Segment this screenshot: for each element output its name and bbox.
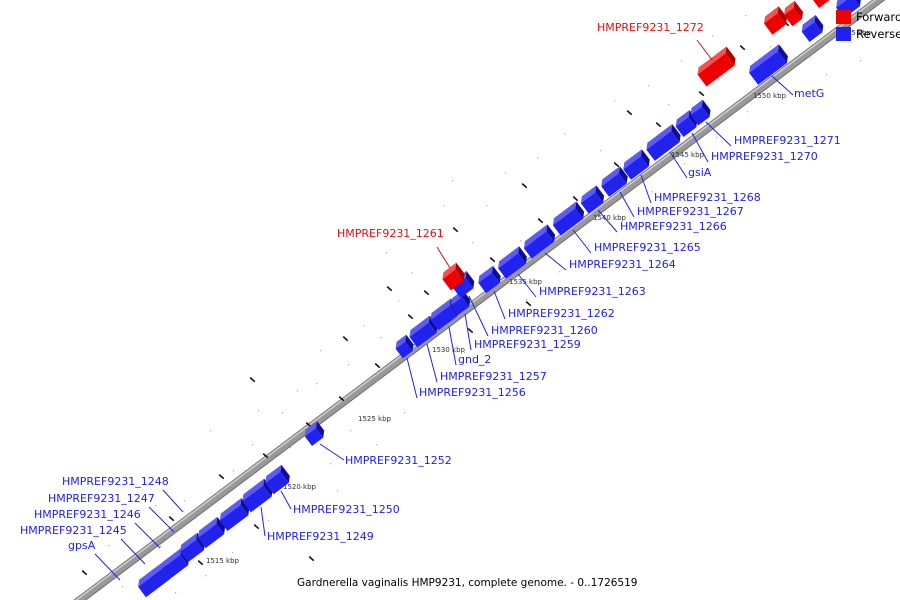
gene-box [646,124,681,161]
gene-label[interactable]: HMPREF9231_1272 [597,21,704,34]
strand-legend: Forward Reverse [836,8,900,42]
axis-tick-label: 1545 kbp [671,151,704,159]
gene-label[interactable]: gnd_2 [458,353,492,366]
gene-box [623,149,650,180]
genome-axis [73,0,886,600]
gene-features[interactable] [135,0,864,598]
gene-label[interactable]: HMPREF9231_1263 [539,285,646,298]
gene-label[interactable]: HMPREF9231_1245 [20,524,127,537]
axis-tick-label: 1525 kbp [358,415,391,423]
gene-label[interactable]: HMPREF9231_1266 [620,220,727,233]
gene-box [697,46,736,87]
legend-label-reverse: Reverse [856,26,900,41]
gene-box [442,262,465,291]
gene-label[interactable]: gpsA [68,539,96,552]
gene-label[interactable]: HMPREF9231_1261 [337,227,444,240]
gene-box [690,99,711,126]
axis-tick-label: 1550 kbp [753,92,786,100]
axis-tick-label: 1515 kbp [206,557,239,565]
gene-label[interactable]: HMPREF9231_1259 [474,338,581,351]
gene-label[interactable]: gsiA [688,166,712,179]
gene-box [580,185,605,214]
gene-box [783,0,803,27]
reverse-swatch-icon [836,26,851,41]
gene-label[interactable]: HMPREF9231_1271 [734,134,841,147]
gene-box [552,201,585,236]
gene-box [498,246,527,279]
gene-label[interactable]: HMPREF9231_1246 [34,508,141,521]
gene-label[interactable]: HMPREF9231_1247 [48,492,155,505]
gene-box [601,166,628,197]
gene-box [810,0,834,9]
axis-tick-label: 1530 kbp [432,346,465,354]
gene-label[interactable]: HMPREF9231_1270 [711,150,818,163]
gene-label[interactable]: HMPREF9231_1248 [62,475,169,488]
legend-label-forward: Forward [856,9,900,24]
gene-box [265,464,290,495]
gene-box [749,44,788,85]
figure-caption: Gardnerella vaginalis HMP9231, complete … [297,577,638,589]
gene-label[interactable]: HMPREF9231_1252 [345,454,452,467]
legend-row-reverse: Reverse [836,25,900,42]
gene-label[interactable]: HMPREF9231_1249 [267,530,374,543]
gene-box [219,497,250,532]
gene-label[interactable]: HMPREF9231_1265 [594,241,701,254]
gene-box [801,14,824,43]
gene-box [763,6,787,35]
gene-box [197,516,226,549]
gene-label[interactable]: HMPREF9231_1264 [569,258,676,271]
gene-box [395,334,414,359]
gene-label[interactable]: HMPREF9231_1260 [491,324,598,337]
axis-tick-label: 1520 kbp [283,483,316,491]
gene-label[interactable]: HMPREF9231_1256 [419,386,526,399]
gene-label[interactable]: HMPREF9231_1268 [654,191,761,204]
legend-row-forward: Forward [836,8,900,25]
axis-tick-label: 1555 kbp [838,29,871,37]
forward-swatch-icon [836,9,851,24]
gene-label[interactable]: HMPREF9231_1250 [293,503,400,516]
axis-tick-label: 1535 kbp [509,278,542,286]
gene-label[interactable]: HMPREF9231_1267 [637,205,744,218]
gene-box [478,265,501,294]
gene-box [304,420,325,447]
gene-label[interactable]: HMPREF9231_1257 [440,370,547,383]
minor-tick-marks [81,21,790,576]
gene-label[interactable]: metG [794,87,825,100]
label-leader-lines [94,39,794,581]
gene-label[interactable]: HMPREF9231_1262 [508,307,615,320]
gene-box [523,224,556,259]
axis-tick-label: 1540 kbp [593,214,626,222]
